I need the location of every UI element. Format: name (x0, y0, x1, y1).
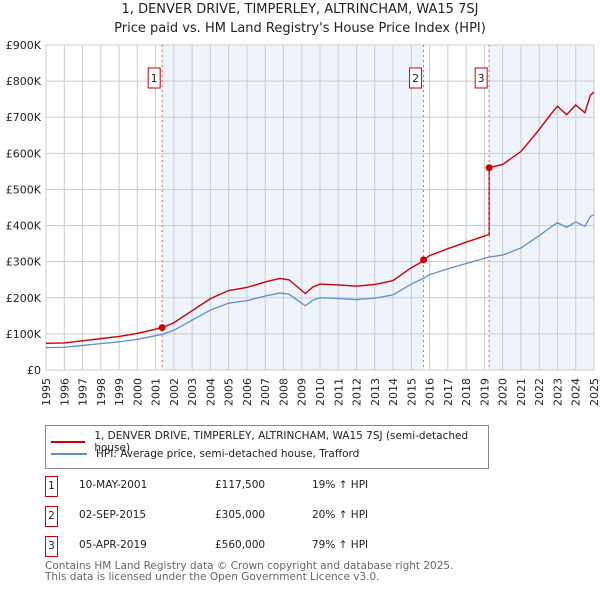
x-tick-label: 2006 (241, 378, 254, 406)
legend-item-price: 1, DENVER DRIVE, TIMPERLEY, ALTRINCHAM, … (51, 430, 488, 454)
sale-marker-label: 2 (412, 72, 419, 85)
sale-marker-label: 1 (151, 72, 158, 85)
x-tick-label: 2022 (533, 378, 546, 406)
x-tick-label: 2003 (186, 378, 199, 406)
footer: Contains HM Land Registry data © Crown c… (45, 561, 453, 582)
sale-point (158, 324, 166, 332)
x-tick-label: 2014 (387, 378, 400, 406)
shaded-region (162, 45, 424, 370)
x-tick-label: 1999 (113, 378, 126, 406)
x-tick-label: 2005 (223, 378, 236, 406)
x-tick-label: 2012 (351, 378, 364, 406)
price-chart: 1995 1996 1997 1998 1999 2000 2001 2002 2003 2004… (6, 39, 600, 406)
x-tick-label: 2000 (131, 378, 144, 406)
y-tick-label: £200K (6, 292, 42, 305)
x-tick-label: 2024 (570, 378, 583, 406)
sale-badge: 2 (45, 506, 58, 527)
sale-point (420, 256, 428, 264)
x-tick-label: 2020 (497, 378, 510, 406)
legend-label: HPI: Average price, semi-detached house,… (96, 448, 360, 460)
y-tick-label: £800K (6, 75, 42, 88)
plot-frame (45, 44, 595, 371)
x-tick-label: 2025 (588, 378, 600, 406)
x-tick-label: 2002 (168, 378, 181, 406)
y-tick-label: £300K (6, 256, 42, 269)
shaded-region (489, 45, 594, 370)
price-line-swatch (51, 441, 86, 443)
x-tick-label: 1995 (40, 378, 53, 406)
legend-label: 1, DENVER DRIVE, TIMPERLEY, ALTRINCHAM, … (94, 430, 469, 454)
x-tick-label: 2018 (460, 378, 473, 406)
y-tick-label: £600K (6, 147, 42, 160)
sale-marker-label: 3 (478, 72, 485, 85)
footer-line: This data is licensed under the Open Gov… (45, 570, 380, 583)
sale-marker-box (147, 67, 161, 89)
sale-price: £305,000 (215, 509, 266, 521)
sale-badge: 1 (45, 476, 58, 497)
x-tick-label: 2008 (277, 378, 290, 406)
legend-item-hpi: HPI: Average price, semi-detached house,… (51, 448, 359, 460)
x-tick-label: 1997 (77, 378, 90, 406)
x-tick-label: 2007 (259, 378, 272, 406)
y-tick-label: £500K (6, 183, 42, 196)
sale-price: £560,000 (215, 539, 266, 551)
sale-hpi: 20% ↑ HPI (312, 509, 369, 521)
x-tick-label: 2001 (150, 378, 163, 406)
y-tick-label: £0 (27, 364, 41, 377)
x-tick-label: 2021 (515, 378, 528, 406)
y-tick-label: £900K (6, 39, 42, 52)
x-tick-label: 1998 (95, 378, 108, 406)
sale-date: 10-MAY-2001 (79, 479, 148, 491)
sale-marker-box (409, 67, 423, 89)
chart-subtitle: Price paid vs. HM Land Registry's House … (114, 21, 486, 36)
chart-title: 1, DENVER DRIVE, TIMPERLEY, ALTRINCHAM, … (121, 2, 479, 17)
y-tick-label: £100K (6, 328, 42, 341)
sale-marker-box (474, 67, 488, 89)
sale-price: £117,500 (215, 479, 266, 491)
x-tick-label: 2011 (332, 378, 345, 406)
x-tick-label: 2016 (424, 378, 437, 406)
sale-badge: 3 (45, 536, 58, 557)
hpi-line (45, 214, 595, 349)
sale-date: 05-APR-2019 (79, 539, 147, 551)
x-tick-label: 2023 (551, 378, 564, 406)
x-tick-label: 2004 (204, 378, 217, 406)
y-tick-label: £700K (6, 111, 42, 124)
x-tick-label: 2019 (478, 378, 491, 406)
legend: 1, DENVER DRIVE, TIMPERLEY, ALTRINCHAM, … (45, 425, 489, 469)
x-tick-label: 2010 (314, 378, 327, 406)
y-tick-label: £400K (6, 220, 42, 233)
footer-line: Contains HM Land Registry data © Crown c… (45, 560, 454, 572)
sale-date: 02-SEP-2015 (79, 509, 147, 521)
x-tick-label: 2013 (369, 378, 382, 406)
sale-point (485, 164, 493, 172)
sale-hpi: 79% ↑ HPI (312, 539, 369, 551)
x-tick-label: 1996 (58, 378, 71, 406)
hpi-line-swatch (51, 453, 87, 455)
sale-hpi: 19% ↑ HPI (312, 479, 369, 491)
x-tick-label: 2017 (442, 378, 455, 406)
x-tick-label: 2009 (296, 378, 309, 406)
x-tick-label: 2015 (405, 378, 418, 406)
